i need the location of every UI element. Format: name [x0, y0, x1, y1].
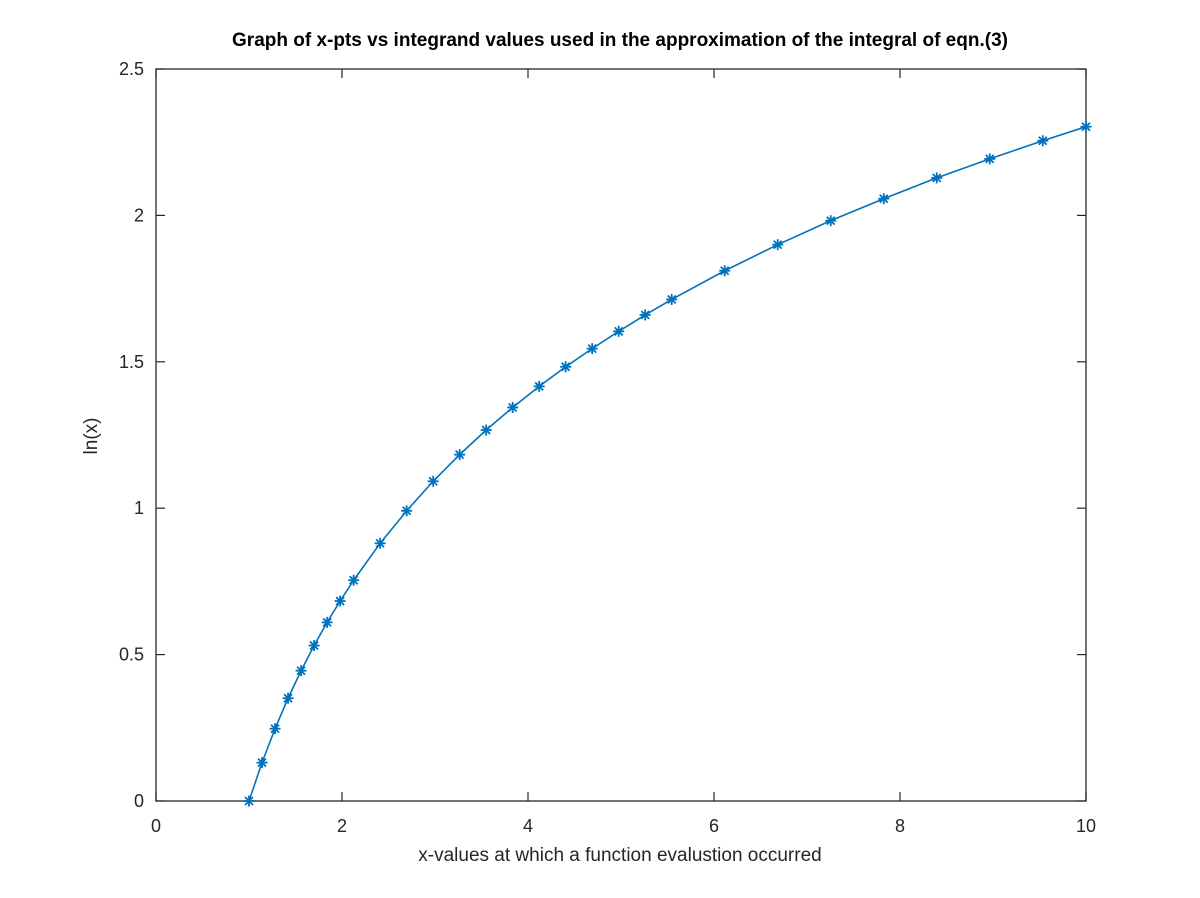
data-point-marker — [666, 293, 678, 305]
data-point-marker — [243, 795, 255, 807]
x-tick-label: 6 — [709, 816, 719, 836]
y-tick-label: 0 — [134, 791, 144, 811]
data-point-marker — [269, 723, 281, 735]
data-point-marker — [374, 537, 386, 549]
data-point-marker — [533, 380, 545, 392]
data-point-marker — [308, 640, 320, 652]
data-point-marker — [560, 361, 572, 373]
data-point-marker — [1037, 135, 1049, 147]
data-point-marker — [613, 325, 625, 337]
data-point-marker — [321, 616, 333, 628]
data-point-marker — [334, 595, 346, 607]
x-axis: 0 2 4 6 8 10 — [151, 69, 1096, 836]
x-tick-label: 2 — [337, 816, 347, 836]
data-point-marker — [454, 449, 466, 461]
x-tick-label: 0 — [151, 816, 161, 836]
y-axis: 0 0.5 1 1.5 2 2.5 — [119, 59, 1086, 811]
plot-area — [155, 68, 1087, 802]
y-axis-label: ln(x) — [81, 418, 102, 455]
data-point-marker — [256, 757, 268, 769]
data-point-marker — [1080, 121, 1092, 133]
x-axis-label: x-values at which a function evalustion … — [418, 845, 821, 866]
plot-frame — [155, 68, 1087, 802]
data-point-marker — [427, 475, 439, 487]
chart-title: Graph of x-pts vs integrand values used … — [232, 30, 1008, 51]
data-point-marker — [719, 265, 731, 277]
data-point-marker — [931, 172, 943, 184]
data-point-marker — [480, 424, 492, 436]
data-point-marker — [878, 193, 890, 205]
data-point-marker — [984, 153, 996, 165]
x-tick-label: 8 — [895, 816, 905, 836]
data-point-marker — [348, 574, 360, 586]
y-tick-label: 0.5 — [119, 645, 144, 665]
data-point-marker — [825, 215, 837, 227]
y-tick-label: 1 — [134, 498, 144, 518]
data-point-marker — [401, 505, 413, 517]
data-point-marker — [507, 401, 519, 413]
y-tick-label: 2.5 — [119, 59, 144, 79]
x-tick-label: 4 — [523, 816, 533, 836]
data-point-marker — [295, 665, 307, 677]
data-point-marker — [586, 343, 598, 355]
y-tick-label: 1.5 — [119, 352, 144, 372]
data-point-marker — [639, 309, 651, 321]
series-layer — [243, 121, 1092, 807]
data-point-marker — [282, 692, 294, 704]
data-point-marker — [772, 239, 784, 251]
y-tick-label: 2 — [134, 205, 144, 225]
x-tick-label: 10 — [1076, 816, 1096, 836]
